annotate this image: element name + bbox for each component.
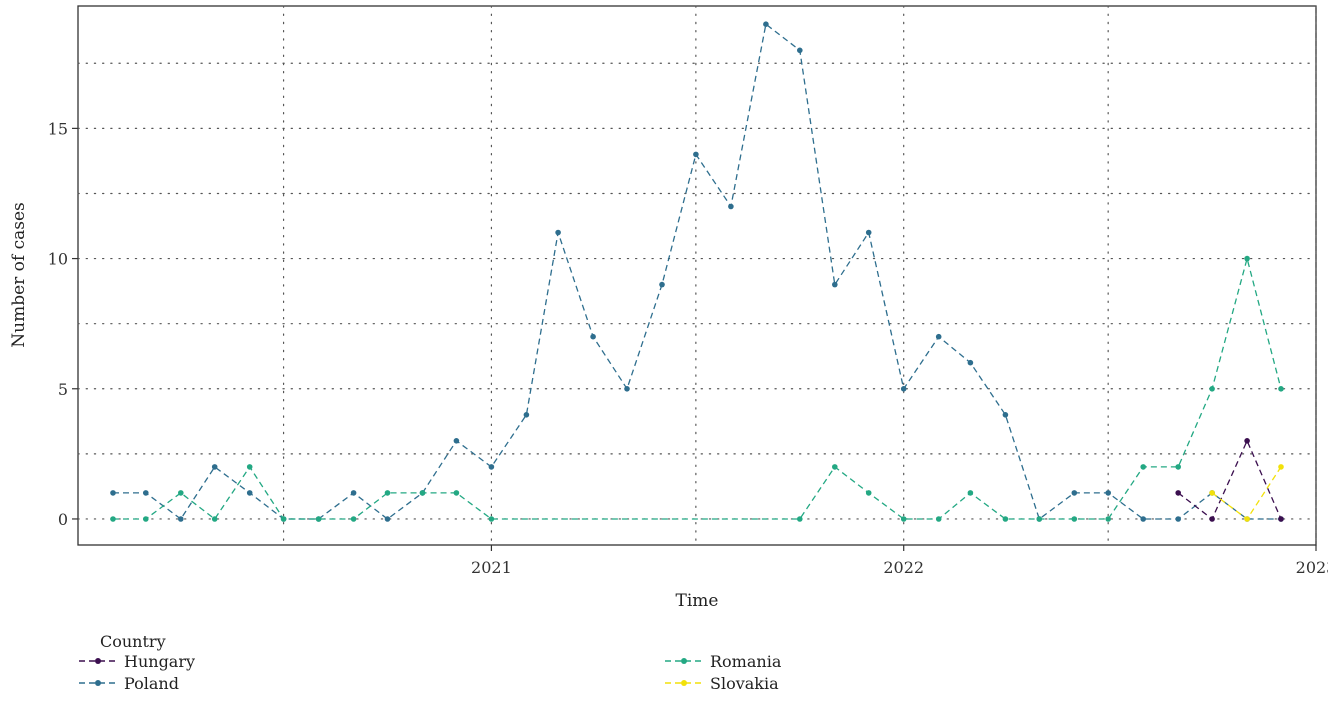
data-point-poland	[143, 490, 149, 496]
data-point-romania	[967, 490, 974, 496]
data-point-romania	[1105, 516, 1111, 522]
legend-title: Country	[100, 632, 166, 651]
x-tick-label: 2023	[1296, 558, 1328, 577]
data-point-romania	[488, 516, 495, 522]
axes: 0 5 10 15 2021 2022 2023	[48, 119, 1328, 577]
data-point-romania	[900, 516, 907, 522]
data-point-hungary	[1278, 516, 1284, 522]
data-point-hungary	[1175, 490, 1181, 496]
legend-label: Hungary	[124, 651, 196, 671]
legend-label: Poland	[124, 673, 179, 693]
data-point-poland	[1071, 490, 1078, 496]
data-point-poland	[211, 464, 218, 470]
y-axis-label: Number of cases	[9, 202, 29, 348]
data-point-romania	[350, 516, 357, 522]
data-point-slovakia	[1209, 490, 1215, 496]
series-line-poland	[113, 23, 1281, 521]
data-point-poland	[935, 333, 942, 340]
data-point-romania	[1140, 464, 1146, 470]
data-point-poland	[865, 229, 872, 236]
data-point-poland	[797, 47, 803, 54]
x-tick-label: 2021	[471, 558, 512, 577]
x-axis-label: Time	[676, 591, 719, 611]
series-line-hungary	[1177, 439, 1282, 521]
y-tick-label: 5	[58, 380, 68, 399]
grid	[77, 5, 1317, 546]
data-point-poland	[693, 151, 699, 158]
data-point-poland	[1175, 516, 1181, 522]
legend-swatch	[79, 658, 117, 664]
data-point-romania	[453, 490, 460, 496]
data-point-poland	[728, 203, 734, 210]
legend-swatch	[665, 680, 703, 686]
legend-swatch	[665, 658, 703, 664]
data-point-poland	[832, 281, 838, 288]
data-point-romania	[211, 516, 218, 522]
legend-item-hungary: Hungary	[78, 650, 195, 672]
y-tick-label: 10	[48, 250, 68, 269]
y-tick-label: 0	[58, 510, 68, 529]
data-point-poland	[350, 490, 357, 496]
data-point-romania	[1209, 386, 1215, 392]
legend-swatch	[79, 680, 117, 686]
data-point-romania	[832, 464, 838, 470]
data-point-romania	[110, 516, 116, 522]
data-point-poland	[624, 386, 630, 392]
data-point-romania	[315, 516, 322, 522]
chart: 0 5 10 15 2021 2022 2023 Time Number of cases	[9, 5, 1328, 611]
data-point-poland	[488, 464, 495, 470]
series-line-slovakia	[1211, 466, 1282, 520]
data-point-romania	[1175, 464, 1181, 470]
legend-item-slovakia: Slovakia	[664, 672, 779, 694]
series-line-romania	[113, 256, 1282, 520]
data-point-poland	[900, 386, 907, 392]
data-point-poland	[590, 333, 596, 340]
data-point-poland	[763, 21, 769, 28]
series-layer	[110, 21, 1284, 522]
data-point-hungary	[1244, 438, 1250, 444]
legend-label: Slovakia	[710, 673, 779, 693]
plot-frame	[77, 5, 1317, 546]
data-point-poland	[246, 490, 253, 496]
data-point-hungary	[1209, 516, 1215, 522]
data-point-romania	[419, 490, 426, 496]
legend-item-poland: Poland	[78, 672, 179, 694]
data-point-poland	[110, 490, 116, 496]
data-point-poland	[453, 438, 460, 444]
data-point-romania	[384, 490, 391, 496]
data-point-romania	[1036, 516, 1043, 522]
y-tick-label: 15	[48, 119, 68, 138]
data-point-romania	[935, 516, 942, 522]
data-point-poland	[384, 516, 391, 522]
data-point-poland	[1105, 490, 1111, 496]
data-point-romania	[1002, 516, 1009, 522]
data-point-slovakia	[1244, 516, 1250, 522]
x-tick-label: 2022	[883, 558, 924, 577]
data-point-poland	[523, 412, 530, 418]
data-point-slovakia	[1278, 464, 1284, 470]
data-point-romania	[246, 464, 253, 470]
data-point-romania	[178, 490, 184, 496]
data-point-poland	[178, 516, 184, 522]
data-point-poland	[1002, 412, 1009, 418]
data-point-romania	[143, 516, 149, 522]
data-point-romania	[1071, 516, 1078, 522]
data-point-poland	[967, 359, 974, 366]
data-point-poland	[659, 281, 665, 288]
legend-item-romania: Romania	[664, 650, 781, 672]
data-point-romania	[1244, 255, 1250, 262]
data-point-romania	[1278, 386, 1284, 392]
data-point-romania	[797, 516, 803, 522]
legend-label: Romania	[710, 651, 782, 671]
data-point-poland	[555, 229, 561, 236]
data-point-romania	[280, 516, 287, 522]
data-point-poland	[1140, 516, 1146, 522]
data-point-romania	[865, 490, 872, 496]
legend: Country Hungary Poland Romania Slovakia	[78, 628, 1078, 704]
